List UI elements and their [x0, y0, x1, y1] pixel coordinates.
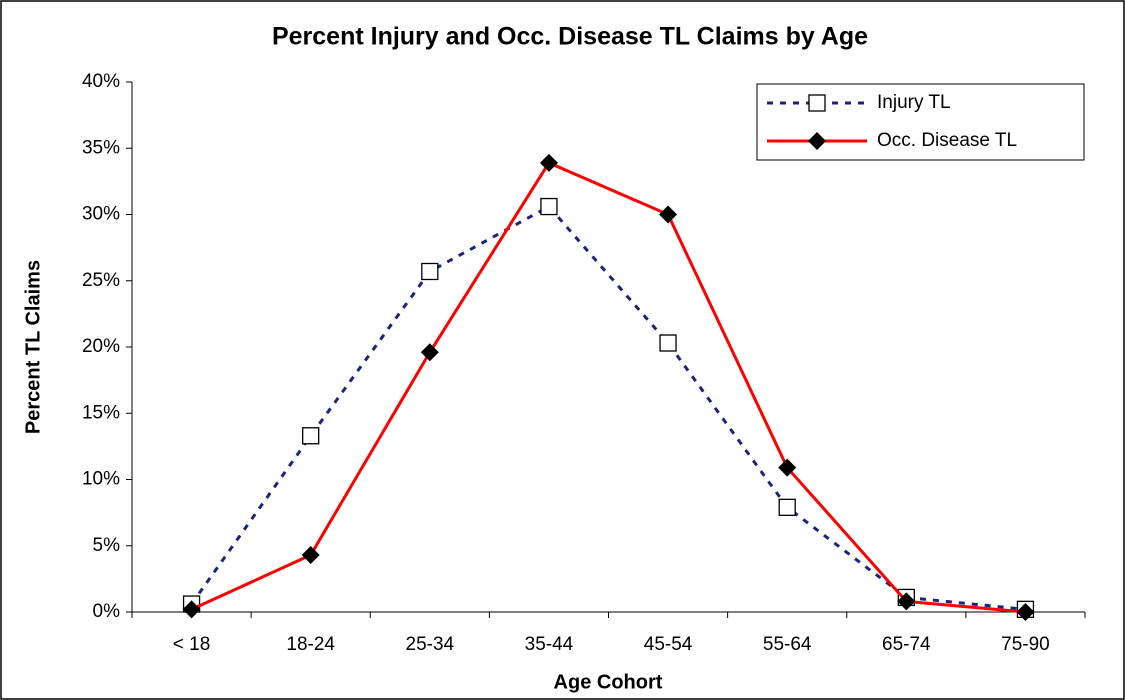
legend-label: Occ. Disease TL	[877, 130, 1017, 151]
data-point	[659, 334, 677, 352]
x-tick-label: 75-90	[1001, 634, 1050, 655]
y-tick-label: 10%	[82, 469, 120, 490]
data-point	[420, 343, 439, 362]
x-tick-label: < 18	[173, 634, 211, 655]
data-point	[539, 153, 558, 172]
data-point	[659, 205, 678, 224]
legend-marker	[808, 94, 826, 112]
y-tick-label: 25%	[82, 270, 120, 291]
series-line	[190, 204, 1026, 611]
y-tick-label: 35%	[82, 137, 120, 158]
data-point	[778, 458, 797, 477]
data-point	[540, 197, 558, 216]
y-tick-label: 15%	[82, 402, 120, 423]
series-line	[190, 160, 1026, 614]
data-point	[182, 600, 201, 619]
x-tick-label: 45-54	[644, 634, 693, 655]
legend-marker	[808, 132, 826, 150]
x-tick-label: 18-24	[286, 634, 335, 655]
x-tick-label: 55-64	[763, 634, 812, 655]
data-point	[1016, 603, 1035, 621]
x-tick-label: 65-74	[882, 634, 931, 655]
data-point	[421, 262, 439, 281]
y-tick-label: 0%	[93, 601, 121, 622]
data-point	[897, 592, 916, 611]
x-tick-label: 35-44	[525, 634, 574, 655]
x-axis-label: Age Cohort	[554, 671, 663, 693]
data-point	[301, 546, 320, 565]
legend-label: Injury TL	[877, 92, 951, 113]
data-point	[778, 498, 796, 516]
y-axis-label: Percent TL Claims	[22, 260, 44, 434]
data-point	[302, 427, 320, 445]
y-tick-label: 20%	[82, 336, 120, 357]
y-tick-label: 30%	[82, 204, 120, 225]
x-tick-label: 25-34	[406, 634, 455, 655]
y-tick-label: 5%	[93, 535, 121, 556]
y-tick-label: 40%	[82, 71, 120, 92]
chart-title: Percent Injury and Occ. Disease TL Claim…	[272, 23, 868, 51]
